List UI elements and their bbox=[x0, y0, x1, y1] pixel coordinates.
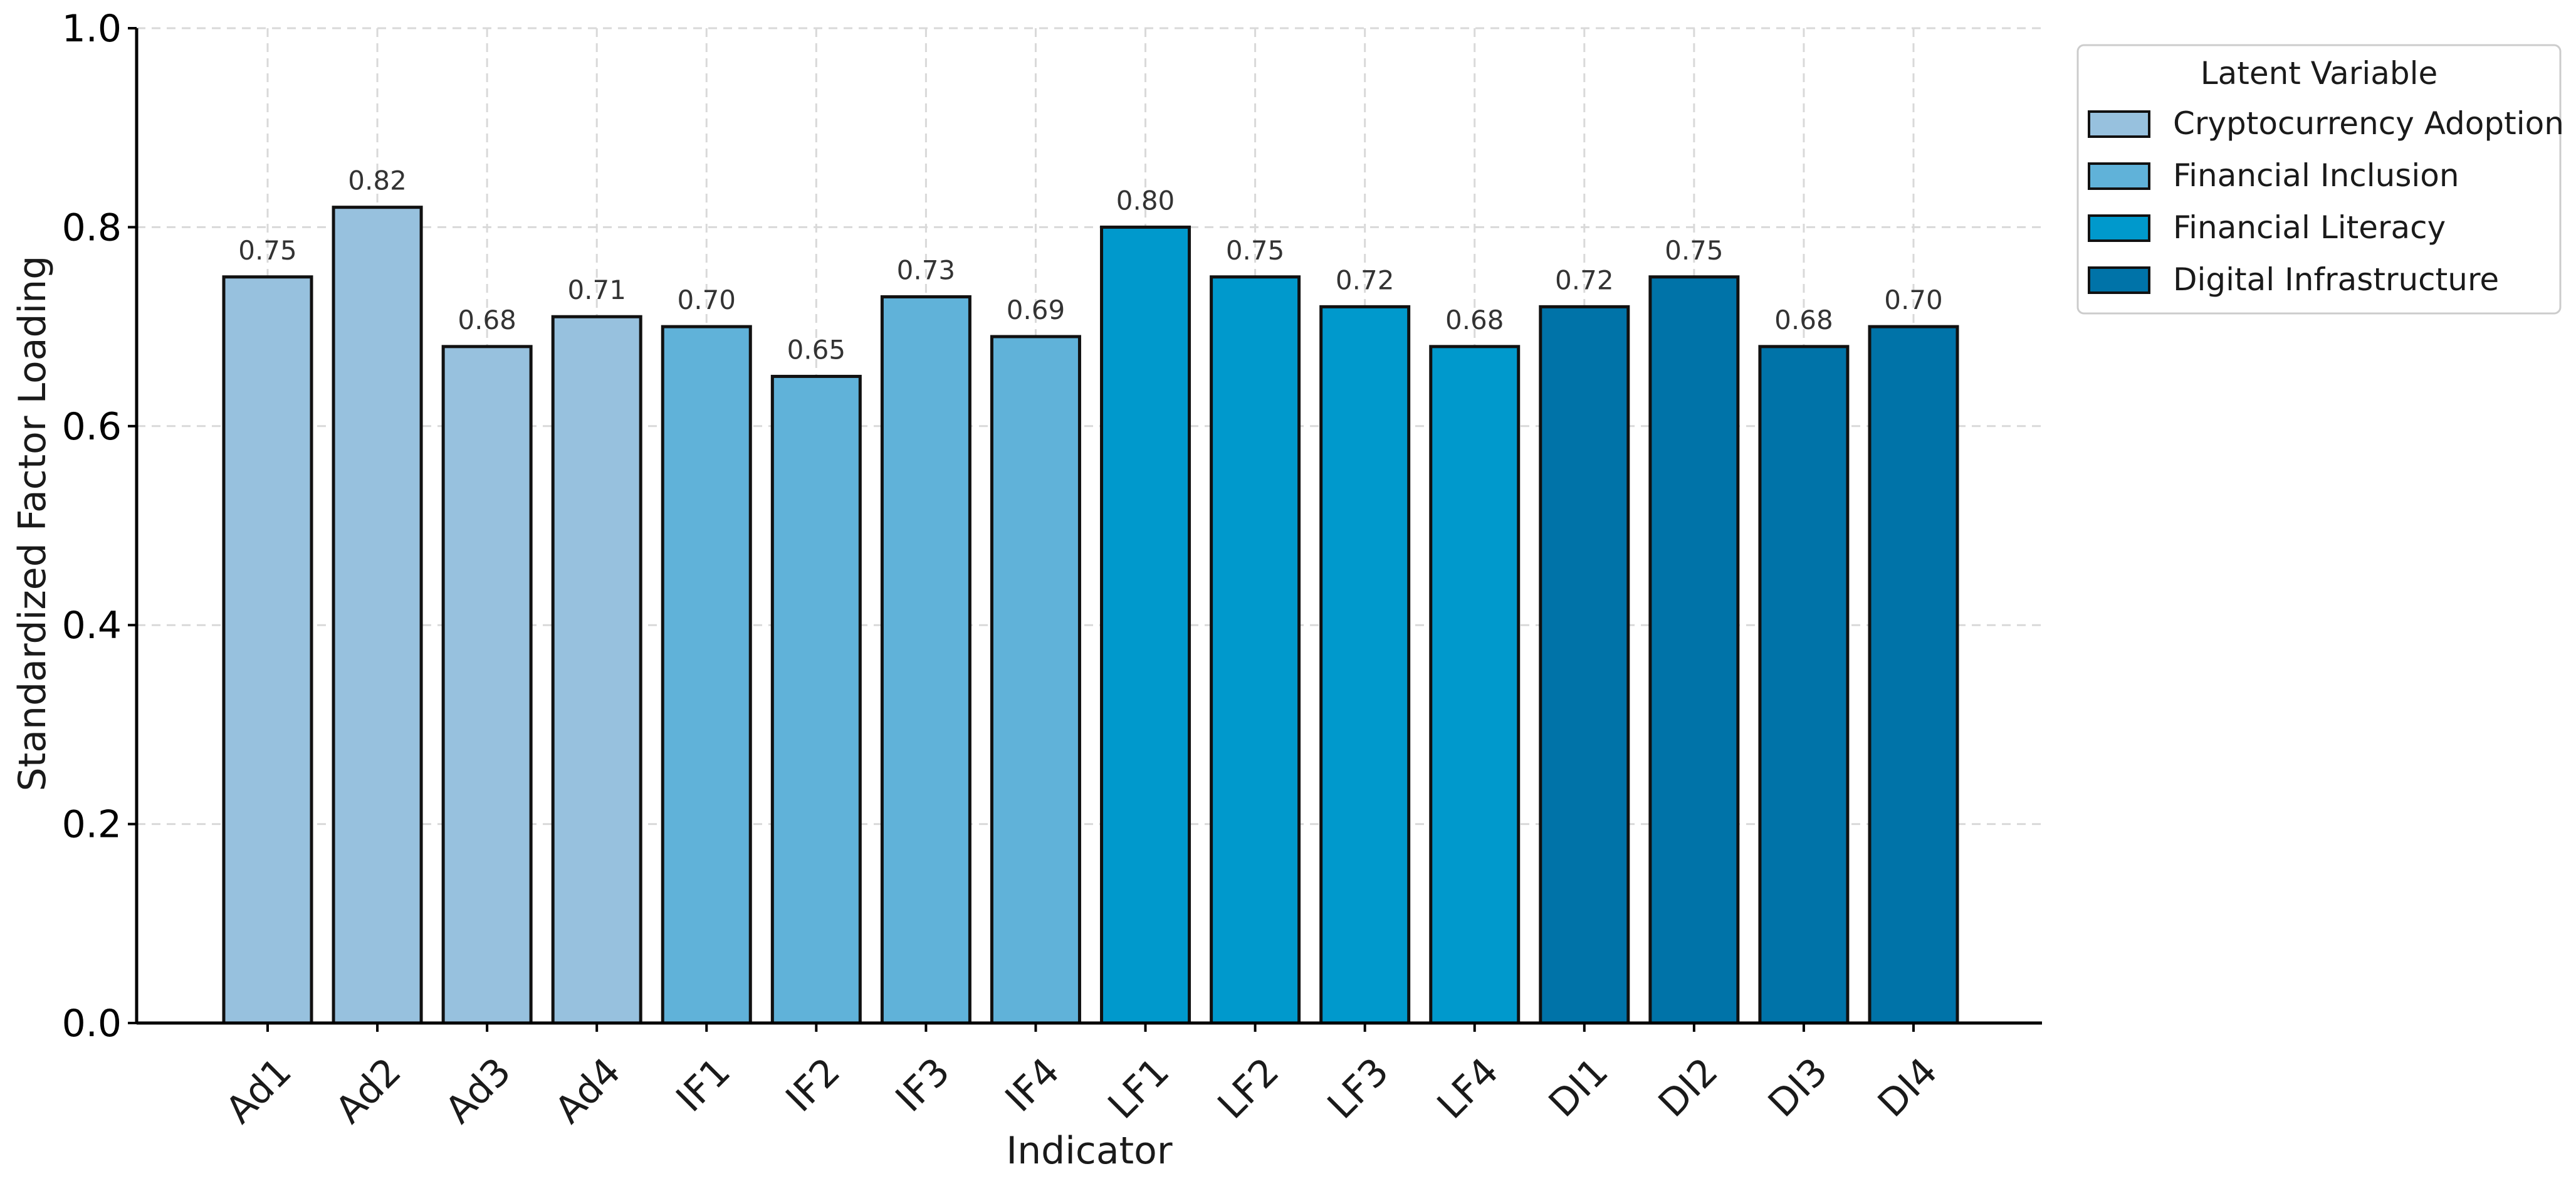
bar-if1 bbox=[661, 325, 752, 1025]
bar-ad2 bbox=[332, 206, 423, 1025]
legend: Latent Variable Cryptocurrency Adoption F… bbox=[2076, 44, 2564, 315]
legend-label: Financial Literacy bbox=[2173, 209, 2446, 246]
bar-di1 bbox=[1539, 305, 1630, 1025]
value-label-lf3: 0.72 bbox=[1336, 265, 1395, 295]
bar-if3 bbox=[880, 295, 971, 1025]
legend-frame bbox=[2076, 44, 2562, 315]
value-label-lf2: 0.75 bbox=[1226, 235, 1285, 266]
y-tick-label: 0.6 bbox=[62, 405, 122, 449]
y-tick-label: 0.2 bbox=[62, 803, 122, 847]
y-tick-label: 0.8 bbox=[62, 206, 122, 249]
bar-lf1 bbox=[1100, 225, 1191, 1025]
legend-title: Latent Variable bbox=[2201, 55, 2438, 92]
value-label-lf1: 0.80 bbox=[1116, 185, 1175, 216]
value-label-lf4: 0.68 bbox=[1445, 305, 1504, 335]
value-label-ad1: 0.75 bbox=[238, 235, 297, 266]
bar-if2 bbox=[770, 374, 862, 1025]
x-tick-label-lf2: LF2 bbox=[1210, 1049, 1288, 1128]
x-tick-label-di4: DI4 bbox=[1870, 1049, 1946, 1126]
bars bbox=[222, 206, 1959, 1025]
x-tick-label-if4: IF4 bbox=[997, 1049, 1068, 1120]
y-tick-label: 0.0 bbox=[62, 1002, 122, 1046]
value-label-if3: 0.73 bbox=[897, 255, 956, 285]
value-label-di4: 0.70 bbox=[1884, 285, 1943, 315]
x-tick-label-ad3: Ad3 bbox=[437, 1049, 520, 1132]
bar-di4 bbox=[1868, 325, 1959, 1025]
y-axis-title: Standardized Factor Loading bbox=[11, 256, 55, 792]
x-tick-label-lf1: LF1 bbox=[1100, 1049, 1178, 1128]
bar-lf2 bbox=[1210, 275, 1301, 1025]
x-tick-label-di1: DI1 bbox=[1541, 1049, 1617, 1126]
bar-ad4 bbox=[551, 315, 642, 1025]
bar-ad1 bbox=[222, 275, 313, 1025]
bar-di2 bbox=[1648, 275, 1740, 1025]
bar-ad3 bbox=[441, 345, 533, 1025]
value-label-di2: 0.75 bbox=[1665, 235, 1724, 266]
legend-swatch bbox=[2088, 110, 2150, 138]
axes bbox=[128, 27, 2042, 1032]
bar-if4 bbox=[990, 335, 1081, 1025]
bar-di3 bbox=[1758, 345, 1850, 1025]
bar-lf3 bbox=[1319, 305, 1411, 1025]
legend-swatch bbox=[2088, 162, 2150, 190]
bar-lf4 bbox=[1429, 345, 1521, 1025]
value-label-if1: 0.70 bbox=[678, 285, 736, 315]
x-tick-label-ad1: Ad1 bbox=[217, 1049, 300, 1132]
x-tick-label-lf4: LF4 bbox=[1429, 1049, 1507, 1128]
x-tick-label-ad2: Ad2 bbox=[327, 1049, 410, 1132]
legend-swatch bbox=[2088, 266, 2150, 294]
x-tick-label-ad4: Ad4 bbox=[547, 1049, 629, 1132]
value-label-ad3: 0.68 bbox=[458, 305, 516, 335]
x-tick-label-lf3: LF3 bbox=[1319, 1049, 1398, 1128]
x-tick-label-di3: DI3 bbox=[1760, 1049, 1836, 1126]
value-label-if4: 0.69 bbox=[1007, 295, 1065, 325]
value-label-if2: 0.65 bbox=[787, 334, 846, 365]
y-tick-label: 1.0 bbox=[62, 7, 122, 51]
x-tick-label-if2: IF2 bbox=[778, 1049, 849, 1120]
legend-label: Cryptocurrency Adoption bbox=[2173, 105, 2564, 142]
legend-items: Cryptocurrency Adoption Financial Inclusi… bbox=[2088, 105, 2564, 298]
value-label-di3: 0.68 bbox=[1774, 305, 1833, 335]
legend-label: Financial Inclusion bbox=[2173, 157, 2459, 194]
value-label-ad4: 0.71 bbox=[567, 275, 626, 305]
x-axis-title: Indicator bbox=[1006, 1129, 1172, 1173]
legend-label: Digital Infrastructure bbox=[2173, 261, 2499, 298]
y-tick-label: 0.4 bbox=[62, 604, 122, 648]
legend-swatch bbox=[2088, 214, 2150, 242]
value-label-di1: 0.72 bbox=[1555, 265, 1614, 295]
x-tick-label-if1: IF1 bbox=[668, 1049, 739, 1120]
x-tick-label-if3: IF3 bbox=[887, 1049, 958, 1120]
x-tick-label-di2: DI2 bbox=[1650, 1049, 1727, 1126]
value-label-ad2: 0.82 bbox=[348, 165, 407, 196]
